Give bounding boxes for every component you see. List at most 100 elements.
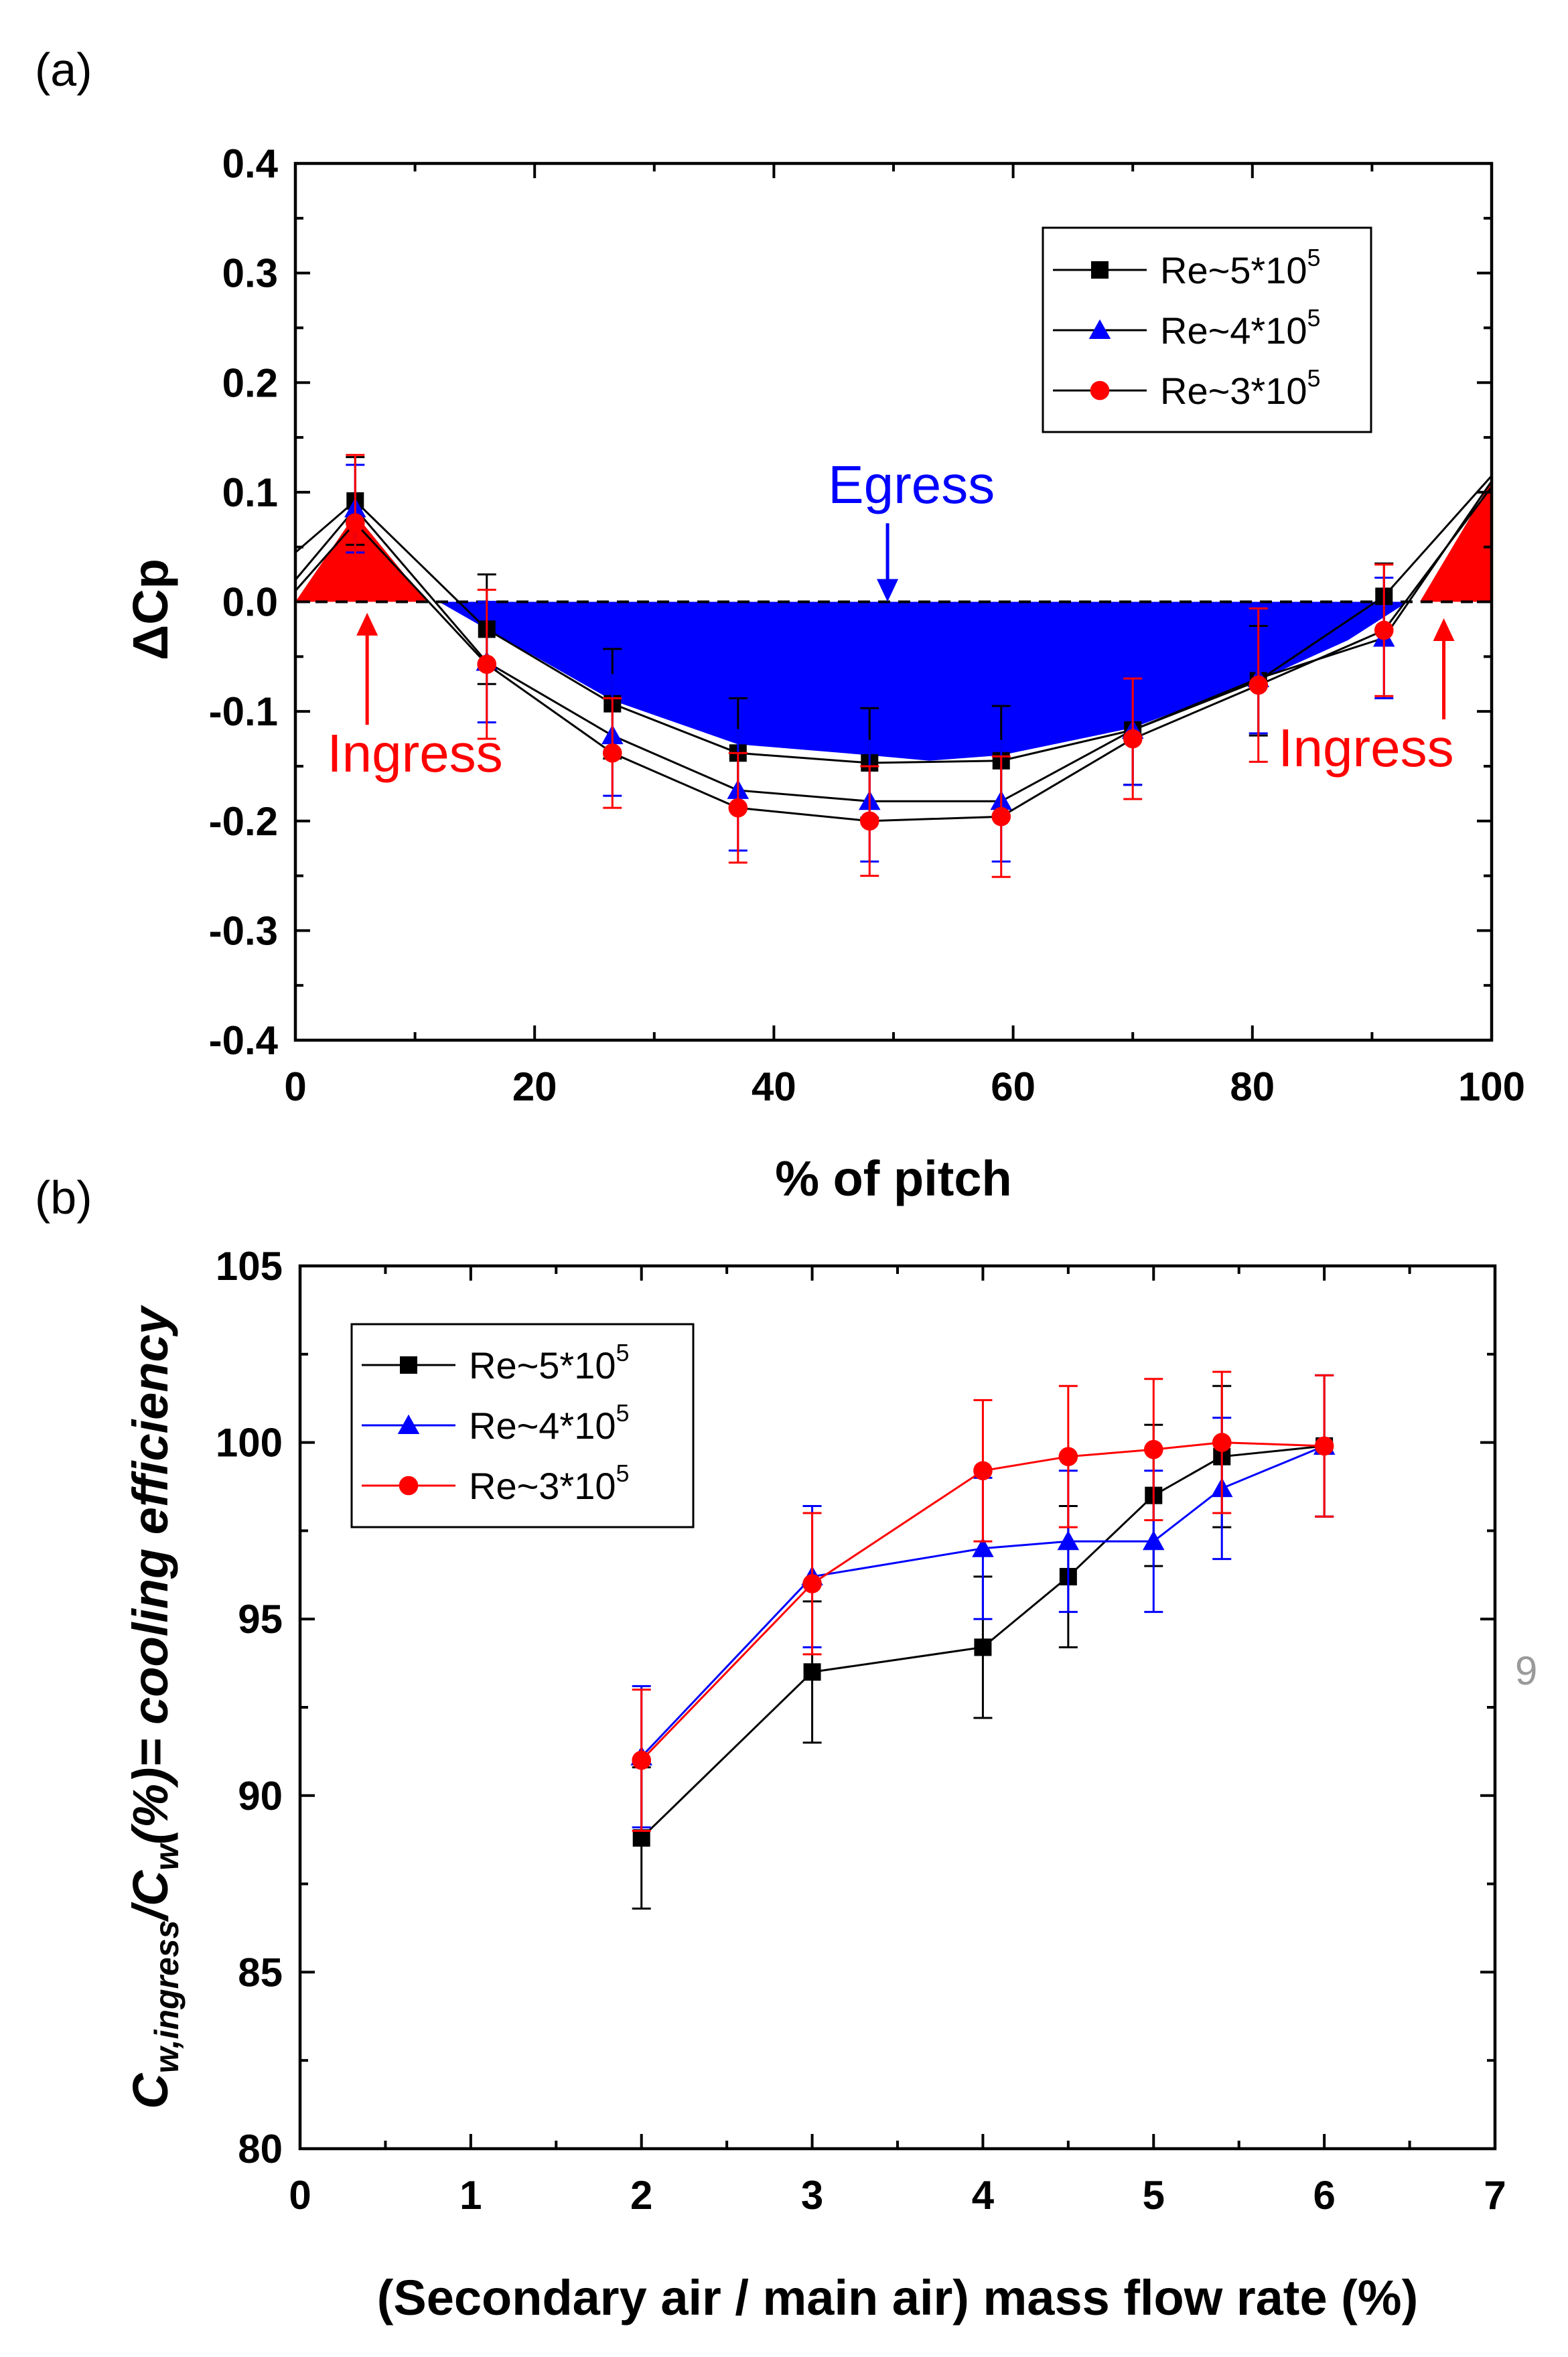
legend-label-superscript: 5: [616, 1399, 630, 1427]
data-point: [1123, 729, 1143, 749]
y-tick-label: -0.3: [209, 908, 278, 953]
y-axis-title-b: Cw,ingress/Cw(%)= cooling efficiency: [123, 1304, 186, 2109]
legend-item-b-3: Re~3*105: [362, 1459, 630, 1507]
annotation-2: Ingress: [327, 723, 502, 783]
y-axis-title-b-part-3: (%)= cooling efficiency: [123, 1304, 178, 1844]
x-tick-label: 5: [1143, 2173, 1165, 2218]
legend-label-superscript: 5: [1307, 364, 1321, 392]
y-axis-title-b-sub-1: w,ingress: [148, 1920, 186, 2074]
data-point: [802, 1574, 822, 1593]
legend-a: Re~5*105 Re~4*105 Re~3*105: [1042, 226, 1372, 433]
legend-marker: [400, 1356, 417, 1374]
y-axis-title-b-sub-2: w: [148, 1843, 186, 1871]
x-tick-label: 2: [630, 2173, 652, 2218]
y-tick-label: 0.3: [222, 251, 278, 296]
data-point: [1143, 1530, 1165, 1551]
arrow-head: [1433, 618, 1455, 642]
x-tick-label: 7: [1484, 2173, 1506, 2218]
data-point: [632, 1829, 650, 1847]
legend-marker: [399, 1476, 419, 1496]
data-point: [1249, 675, 1269, 695]
y-tick-label: 105: [216, 1244, 283, 1289]
legend-item-a-2: Re~4*105: [1053, 304, 1321, 352]
data-point: [602, 743, 622, 763]
egress-region: [439, 601, 1408, 761]
data-point: [1058, 1447, 1078, 1466]
ingress-egress-regions: [295, 481, 1492, 761]
x-axis-title-a: % of pitch: [775, 1151, 1012, 1206]
legend-label-superscript: 5: [1307, 244, 1321, 271]
legend-label-superscript: 5: [616, 1339, 630, 1366]
y-tick-label: 0.0: [222, 580, 278, 625]
data-point: [1143, 1439, 1163, 1459]
data-point: [973, 1461, 993, 1481]
x-tick-label: 40: [752, 1064, 796, 1109]
y-tick-label: 0.1: [222, 470, 278, 515]
data-point: [1314, 1436, 1334, 1456]
y-axis-title-a: ΔCp: [123, 559, 178, 660]
y-tick-label: 95: [238, 1597, 283, 1642]
data-point: [346, 513, 365, 532]
data-point: [991, 806, 1011, 827]
legend-item-a-1: Re~5*105: [1053, 244, 1321, 291]
data-point: [1057, 1530, 1080, 1551]
data-point: [972, 1537, 994, 1557]
panel-b-label: (b): [35, 1171, 92, 1224]
annotation-arrow-1: [877, 523, 899, 602]
axis-ticks-b: 0 1 2 3 4 5 6 7 80 85 90 95 100 105: [216, 1244, 1506, 2218]
legend-label: Re~3*105: [1160, 364, 1321, 412]
annotation-1: Egress: [828, 455, 995, 514]
series-a-3: [294, 453, 1493, 878]
series-b-3: [632, 1370, 1334, 1833]
x-tick-label: 60: [991, 1064, 1036, 1109]
y-tick-label: 0.4: [222, 141, 279, 186]
ingress-region-2: [1419, 481, 1492, 602]
data-point: [728, 798, 748, 818]
y-tick-label: 0.2: [222, 360, 278, 405]
legend-item-b-1: Re~5*105: [362, 1339, 630, 1386]
y-tick-label: -0.2: [209, 799, 278, 844]
ingress-region-1: [295, 514, 427, 602]
data-point: [859, 811, 879, 831]
legend-label-superscript: 5: [616, 1459, 630, 1487]
page-number: 9: [1515, 1648, 1537, 1693]
legend-item-a-3: Re~3*105: [1053, 364, 1321, 412]
legend-marker: [1090, 380, 1110, 401]
arrow-head: [877, 579, 899, 602]
series-group-b: [630, 1370, 1336, 1910]
x-axis-title-b: (Secondary air / main air) mass flow rat…: [377, 2270, 1419, 2326]
data-point: [1374, 620, 1394, 640]
y-axis-title-b-part-1: C: [123, 2072, 178, 2109]
data-point: [1212, 1433, 1232, 1452]
x-tick-label: 0: [284, 1064, 306, 1109]
y-tick-label: -0.4: [209, 1018, 279, 1063]
legend-label-superscript: 5: [1307, 304, 1321, 332]
x-tick-label: 4: [972, 2173, 995, 2218]
legend-label: Re~5*105: [1160, 244, 1321, 291]
chart-panel-b: (b) 0 1 2 3 4 5 6 7 80 85 90 95 100 105 (Secondary ai…: [35, 1171, 1506, 2326]
y-tick-label: 90: [238, 1774, 283, 1818]
y-tick-label: 85: [238, 1950, 283, 1995]
legend-label: Re~4*105: [1160, 304, 1321, 352]
legend-marker: [397, 1414, 420, 1434]
x-tick-label: 0: [289, 2173, 311, 2218]
annotations-group: Egress Ingress Ingress: [327, 455, 1455, 783]
annotation-arrow-3: [1433, 618, 1455, 719]
data-point: [477, 654, 497, 674]
y-tick-label: 100: [216, 1421, 283, 1466]
x-tick-label: 1: [459, 2173, 482, 2218]
legend-label: Re~3*105: [469, 1459, 630, 1507]
y-tick-label: 80: [238, 2127, 283, 2171]
panel-a-label: (a): [35, 44, 92, 96]
data-point: [632, 1750, 652, 1770]
legend-b: Re~5*105 Re~4*105 Re~3*105: [350, 1323, 695, 1528]
y-axis-title-b-part-2: /C: [123, 1869, 178, 1922]
legend-label: Re~5*105: [469, 1339, 630, 1386]
x-tick-label: 3: [801, 2173, 823, 2218]
data-point: [974, 1638, 992, 1656]
legend-label: Re~4*105: [469, 1399, 630, 1447]
legend-marker: [1088, 319, 1111, 339]
chart-panel-a: (a) Egress Ingress Ingress 0 20 40 60 80 100 -0.…: [35, 44, 1525, 1206]
x-tick-label: 100: [1458, 1064, 1525, 1109]
arrow-head: [356, 612, 378, 636]
